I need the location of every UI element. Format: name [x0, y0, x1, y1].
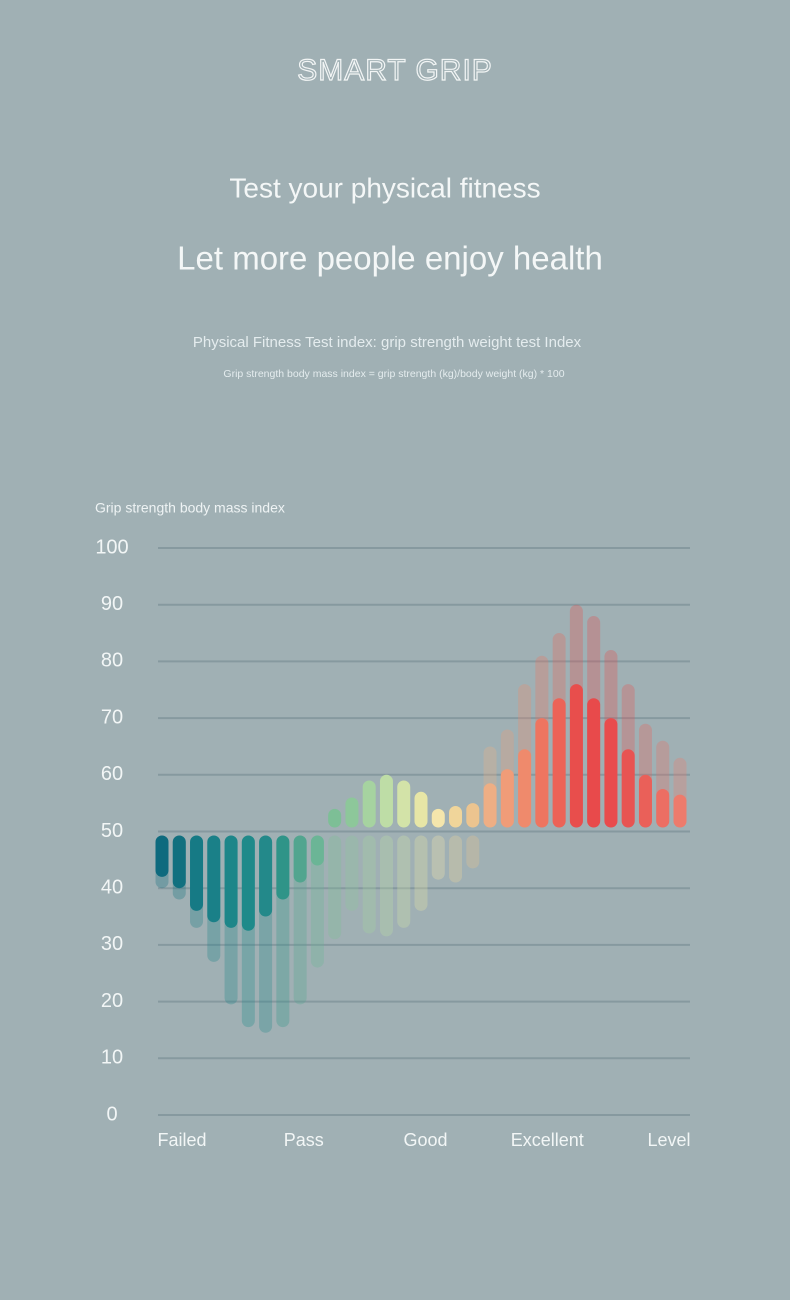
- bar: [621, 749, 635, 828]
- y-tick-label: 40: [101, 876, 123, 898]
- x-label: Level: [647, 1130, 690, 1150]
- bar: [207, 835, 221, 923]
- bar: [414, 835, 428, 911]
- x-label: Failed: [157, 1130, 206, 1150]
- bar: [328, 808, 342, 828]
- y-tick-label: 90: [101, 593, 123, 615]
- bar: [172, 835, 186, 889]
- bar: [500, 769, 514, 828]
- bar: [224, 835, 238, 928]
- bar: [483, 783, 497, 828]
- bar: [276, 835, 290, 900]
- x-label: Good: [403, 1130, 447, 1150]
- bar: [604, 718, 618, 828]
- bar: [259, 835, 273, 917]
- bar: [414, 791, 428, 828]
- bar: [293, 835, 307, 883]
- brand: SMART GRIP: [297, 54, 493, 87]
- bar: [449, 805, 463, 828]
- bar: [310, 835, 324, 968]
- y-tick-label: 30: [101, 933, 123, 955]
- bar: [673, 794, 687, 828]
- y-tick-label: 60: [101, 763, 123, 785]
- bar: [379, 774, 393, 828]
- bar: [535, 718, 549, 828]
- bar: [379, 835, 393, 937]
- bar: [397, 780, 411, 828]
- bar: [466, 835, 480, 869]
- description: Physical Fitness Test index: grip streng…: [193, 334, 582, 351]
- y-tick-label: 100: [95, 536, 128, 558]
- bar: [449, 835, 463, 883]
- headline: Test your physical fitness: [229, 172, 540, 203]
- bar: [345, 797, 359, 828]
- bar: [155, 835, 169, 877]
- bar: [241, 835, 255, 931]
- bar: [345, 835, 359, 911]
- bar: [569, 684, 583, 828]
- headline: Let more people enjoy health: [177, 240, 603, 277]
- bar: [397, 835, 411, 928]
- bar: [310, 835, 324, 866]
- bar: [362, 780, 376, 828]
- bar: [431, 835, 445, 880]
- y-tick-label: 10: [101, 1047, 123, 1069]
- bar: [587, 698, 601, 828]
- y-axis-label: Grip strength body mass index: [95, 500, 285, 516]
- x-label: Pass: [284, 1130, 324, 1150]
- y-tick-label: 50: [101, 820, 123, 842]
- x-label: Excellent: [511, 1130, 584, 1150]
- bar: [328, 835, 342, 940]
- y-tick-label: 0: [106, 1103, 117, 1125]
- bar: [638, 774, 652, 828]
- bar: [362, 835, 376, 934]
- formula: Grip strength body mass index = grip str…: [223, 368, 564, 380]
- bar: [552, 698, 566, 828]
- y-tick-label: 20: [101, 990, 123, 1012]
- bar: [518, 749, 532, 828]
- y-tick-label: 70: [101, 706, 123, 728]
- y-tick-label: 80: [101, 650, 123, 672]
- bar: [190, 835, 204, 911]
- bar: [431, 808, 445, 828]
- bar: [466, 803, 480, 828]
- bar: [656, 788, 670, 828]
